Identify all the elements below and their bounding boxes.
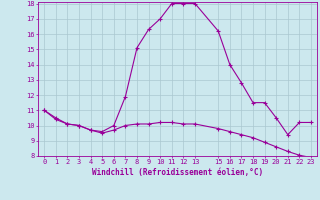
X-axis label: Windchill (Refroidissement éolien,°C): Windchill (Refroidissement éolien,°C): [92, 168, 263, 177]
